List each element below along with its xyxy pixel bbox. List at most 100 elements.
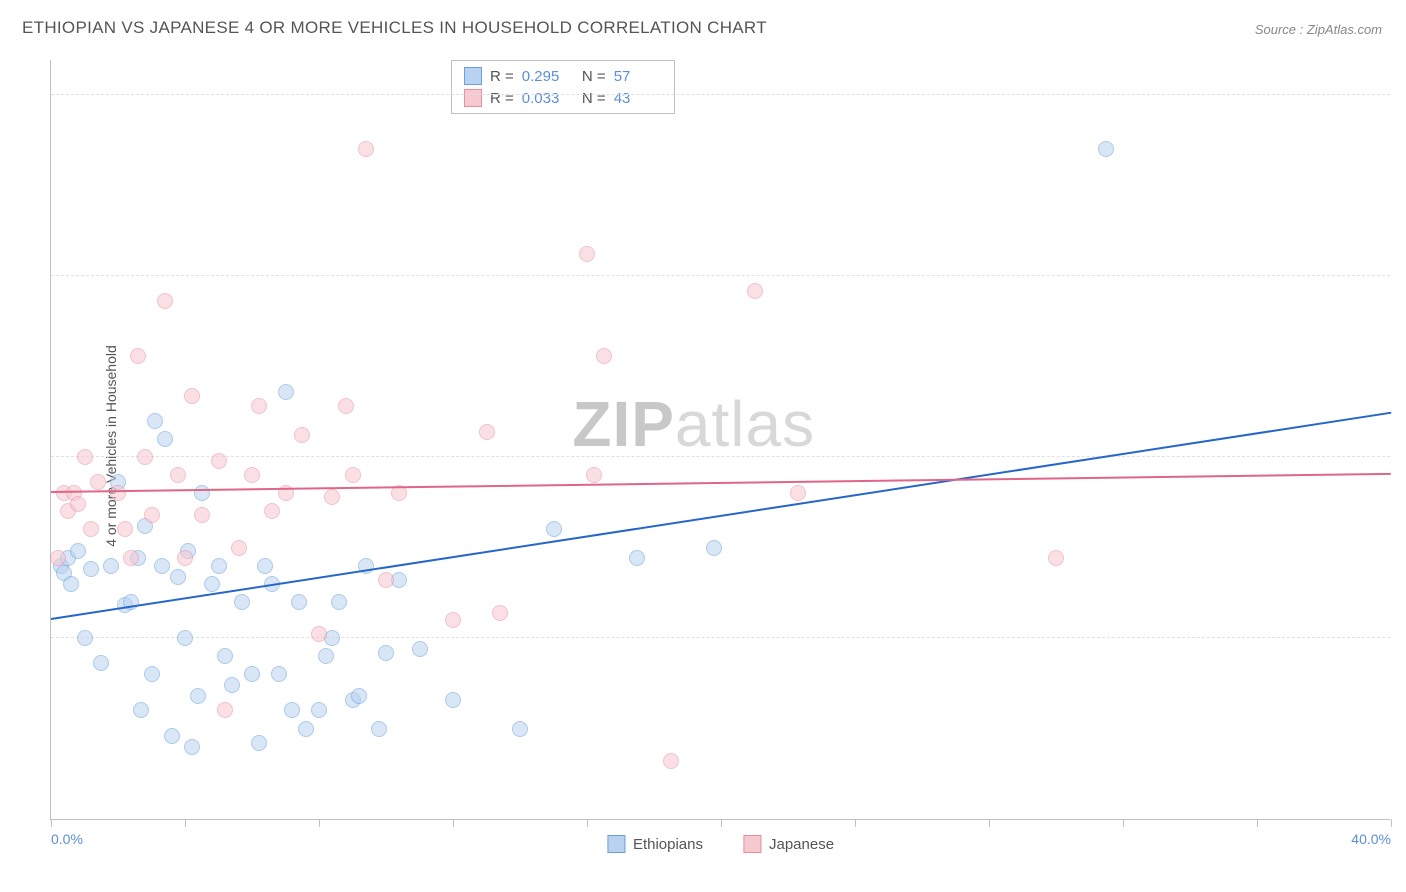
scatter-point (251, 735, 267, 751)
scatter-point (338, 398, 354, 414)
scatter-point (445, 692, 461, 708)
scatter-point (70, 496, 86, 512)
scatter-point (190, 688, 206, 704)
x-tick-label: 40.0% (1351, 831, 1391, 847)
gridline (51, 456, 1390, 457)
scatter-point (351, 688, 367, 704)
scatter-point (164, 728, 180, 744)
scatter-point (194, 485, 210, 501)
scatter-point (244, 666, 260, 682)
scatter-point (77, 630, 93, 646)
scatter-point (596, 348, 612, 364)
swatch-japanese-icon (743, 835, 761, 853)
swatch-ethiopians-icon (607, 835, 625, 853)
scatter-point (324, 489, 340, 505)
x-tick (587, 819, 588, 827)
scatter-point (251, 398, 267, 414)
series-legend: Ethiopians Japanese (607, 835, 834, 853)
scatter-point (358, 141, 374, 157)
x-tick-label: 0.0% (51, 831, 83, 847)
scatter-point (83, 521, 99, 537)
r-label: R = (490, 90, 514, 107)
scatter-point (194, 507, 210, 523)
scatter-point (790, 485, 806, 501)
r-value-japanese: 0.033 (522, 90, 570, 107)
scatter-point (378, 645, 394, 661)
scatter-point (77, 449, 93, 465)
scatter-point (147, 413, 163, 429)
scatter-point (154, 558, 170, 574)
scatter-point (257, 558, 273, 574)
legend-row-japanese: R = 0.033 N = 43 (464, 87, 662, 109)
scatter-point (170, 467, 186, 483)
scatter-point (63, 576, 79, 592)
r-value-ethiopians: 0.295 (522, 68, 570, 85)
n-value-ethiopians: 57 (614, 68, 662, 85)
gridline (51, 275, 1390, 276)
scatter-point (103, 558, 119, 574)
scatter-point (271, 666, 287, 682)
scatter-point (378, 572, 394, 588)
x-tick (1391, 819, 1392, 827)
scatter-point (204, 576, 220, 592)
scatter-point (90, 474, 106, 490)
plot-area: ZIPatlas R = 0.295 N = 57 R = 0.033 N = … (50, 60, 1390, 820)
scatter-point (224, 677, 240, 693)
chart-title: ETHIOPIAN VS JAPANESE 4 OR MORE VEHICLES… (22, 18, 767, 38)
scatter-point (579, 246, 595, 262)
scatter-point (144, 666, 160, 682)
scatter-point (298, 721, 314, 737)
x-tick (51, 819, 52, 827)
swatch-japanese (464, 89, 482, 107)
scatter-point (311, 702, 327, 718)
scatter-point (170, 569, 186, 585)
legend-item-japanese: Japanese (743, 835, 834, 853)
scatter-point (184, 388, 200, 404)
legend-item-ethiopians: Ethiopians (607, 835, 703, 853)
scatter-point (629, 550, 645, 566)
n-label: N = (578, 68, 606, 85)
scatter-point (318, 648, 334, 664)
legend-label-ethiopians: Ethiopians (633, 836, 703, 853)
r-label: R = (490, 68, 514, 85)
scatter-point (130, 348, 146, 364)
scatter-point (294, 427, 310, 443)
x-tick (855, 819, 856, 827)
x-tick (989, 819, 990, 827)
scatter-point (144, 507, 160, 523)
scatter-point (211, 558, 227, 574)
scatter-point (231, 540, 247, 556)
scatter-point (512, 721, 528, 737)
scatter-point (311, 626, 327, 642)
scatter-point (50, 550, 66, 566)
scatter-point (217, 648, 233, 664)
scatter-point (117, 521, 133, 537)
x-tick (453, 819, 454, 827)
legend-row-ethiopians: R = 0.295 N = 57 (464, 65, 662, 87)
scatter-point (217, 702, 233, 718)
scatter-point (546, 521, 562, 537)
scatter-point (123, 550, 139, 566)
watermark: ZIPatlas (572, 387, 815, 461)
scatter-point (492, 605, 508, 621)
legend-label-japanese: Japanese (769, 836, 834, 853)
scatter-point (211, 453, 227, 469)
scatter-point (137, 449, 153, 465)
scatter-point (157, 431, 173, 447)
trendline (51, 412, 1391, 620)
scatter-point (586, 467, 602, 483)
scatter-point (479, 424, 495, 440)
watermark-atlas: atlas (675, 388, 815, 460)
n-value-japanese: 43 (614, 90, 662, 107)
watermark-zip: ZIP (572, 388, 675, 460)
scatter-point (133, 702, 149, 718)
scatter-point (445, 612, 461, 628)
gridline (51, 94, 1390, 95)
scatter-point (244, 467, 260, 483)
scatter-point (1098, 141, 1114, 157)
scatter-point (264, 503, 280, 519)
scatter-point (412, 641, 428, 657)
scatter-point (177, 630, 193, 646)
scatter-point (747, 283, 763, 299)
scatter-point (83, 561, 99, 577)
